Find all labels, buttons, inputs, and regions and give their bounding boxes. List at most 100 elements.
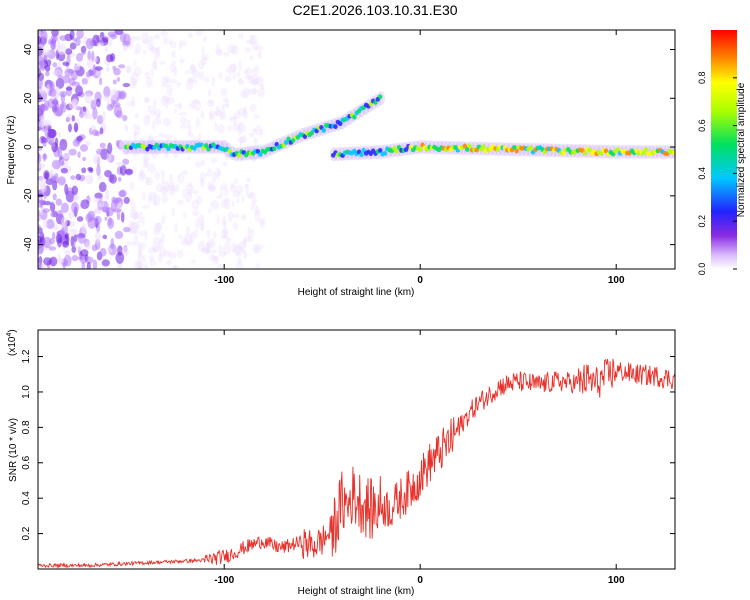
spectrogram-noise-blob bbox=[74, 64, 81, 71]
spectrogram-noise-blob bbox=[109, 174, 117, 184]
spectrogram-noise-blob bbox=[44, 123, 49, 134]
spectrogram-noise-blob bbox=[168, 173, 174, 184]
spectrogram-noise-blob bbox=[158, 132, 167, 138]
spectrogram-noise-blob bbox=[125, 168, 133, 175]
spectrogram-noise-blob bbox=[94, 208, 100, 214]
spectrogram-noise-blob bbox=[131, 165, 137, 174]
spectrogram-noise-blob bbox=[75, 85, 84, 97]
spectrogram-noise-blob bbox=[200, 110, 205, 120]
spectrogram-noise-blob bbox=[218, 251, 227, 258]
spectrogram-noise-blob bbox=[149, 254, 155, 262]
spectrogram-ridge-core bbox=[206, 146, 211, 152]
spectrogram-noise-blob bbox=[207, 99, 214, 105]
spectrogram-noise-blob bbox=[76, 30, 84, 39]
spectrogram-axes: -100 0 100 -40 -20 0 20 40 bbox=[23, 30, 675, 286]
spectrogram-noise-blob bbox=[248, 88, 258, 95]
spectrogram-noise-blob bbox=[223, 150, 230, 161]
spectrogram-noise-blob bbox=[192, 209, 200, 217]
spectrogram-noise-blob bbox=[197, 214, 205, 226]
snr-multiplier: (x104) bbox=[6, 329, 18, 356]
spectrogram-noise-blob bbox=[42, 49, 52, 56]
spectrogram-noise-blob bbox=[38, 110, 41, 118]
spectrogram-noise-blob bbox=[122, 226, 131, 233]
spectrogram-noise-blob bbox=[214, 109, 223, 117]
spectrogram-noise-blob bbox=[259, 219, 265, 229]
spectrogram-noise-blob bbox=[202, 35, 207, 44]
spectrogram-noise-blob bbox=[96, 114, 104, 125]
spectrogram-noise-blob bbox=[85, 213, 94, 223]
spectrogram-noise-blob bbox=[211, 75, 216, 88]
spectrogram-noise-blob bbox=[228, 69, 234, 76]
spectrogram-noise-blob bbox=[162, 117, 172, 127]
spectrogram-noise-blob bbox=[75, 244, 83, 251]
spectrogram-noise-blob bbox=[179, 58, 186, 64]
spectrogram-noise-blob bbox=[125, 101, 135, 106]
spectrogram-noise-blob bbox=[106, 103, 114, 111]
spectrogram-noise-blob bbox=[210, 199, 219, 211]
spectrogram-noise-blob bbox=[104, 216, 108, 221]
spectrogram-noise-blob bbox=[133, 241, 141, 247]
spectrogram-noise-blob bbox=[253, 137, 258, 149]
spectrogram-noise-blob bbox=[251, 197, 258, 207]
spectrogram-noise-blob bbox=[152, 236, 162, 245]
spectrogram-noise-blob bbox=[253, 114, 260, 120]
spectrogram-noise-blob bbox=[121, 246, 129, 257]
spectrogram-noise-blob bbox=[210, 249, 218, 254]
spectrogram-noise-blob bbox=[123, 33, 131, 46]
spectrogram-ridge-core bbox=[302, 134, 308, 139]
spectrogram-noise-blob bbox=[129, 208, 138, 220]
spectrogram-noise-blob bbox=[180, 116, 188, 125]
spectrogram-noise-blob bbox=[147, 195, 153, 203]
spectrogram-noise-blob bbox=[61, 224, 68, 235]
spectrogram-noise-blob bbox=[152, 200, 158, 206]
spectrogram-noise-blob bbox=[67, 123, 72, 133]
spectrogram-noise-blob bbox=[153, 108, 162, 117]
spectrogram-noise-blob bbox=[149, 110, 157, 116]
spectrogram-noise-blob bbox=[233, 111, 241, 120]
spectrogram-noise-blob bbox=[252, 243, 260, 254]
spectrogram-noise-blob bbox=[64, 183, 69, 196]
colorbar-gradient bbox=[711, 30, 737, 269]
spectrogram-noise-blob bbox=[182, 188, 186, 198]
colorbar-tick-label: 0.8 bbox=[697, 72, 707, 85]
spectrogram-noise-blob bbox=[232, 122, 240, 132]
spectrogram-noise-blob bbox=[66, 113, 72, 123]
spectrogram-noise-blob bbox=[251, 40, 259, 51]
spectrogram-noise-blob bbox=[162, 37, 169, 45]
spectrogram-noise-blob bbox=[211, 255, 219, 260]
spectrogram-noise-blob bbox=[52, 69, 62, 77]
spectrogram-noise-blob bbox=[148, 247, 156, 254]
spectrogram-noise-blob bbox=[50, 177, 57, 187]
spectrogram-noise-blob bbox=[105, 66, 110, 73]
spectrogram-noise-blob bbox=[171, 60, 176, 65]
spectrogram-noise-blob bbox=[57, 131, 62, 138]
spectrogram-noise-blob bbox=[154, 116, 162, 126]
spectrogram-noise-blob bbox=[103, 95, 108, 101]
colorbar-label: Normalized spectral amplitude bbox=[736, 82, 747, 217]
spectrogram-noise-blob bbox=[130, 96, 136, 108]
spectrogram-noise-blob bbox=[71, 115, 76, 122]
snr-ytick-label: 0.6 bbox=[21, 455, 32, 469]
spectrogram-noise-blob bbox=[102, 234, 108, 240]
spectrogram-ridge-core bbox=[467, 143, 472, 149]
spectrogram-ridge-core bbox=[672, 150, 675, 156]
spectrogram-noise-blob bbox=[43, 170, 50, 180]
spectrogram-noise-blob bbox=[179, 101, 183, 110]
spectrogram-noise-blob bbox=[184, 239, 194, 247]
spectrogram-noise-blob bbox=[222, 161, 228, 167]
spectrogram-noise-blob bbox=[68, 148, 77, 156]
spectrogram-noise-blob bbox=[147, 41, 155, 52]
spectrogram-noise-blob bbox=[131, 147, 140, 157]
spectrogram-noise-blob bbox=[215, 105, 221, 116]
spectrogram-noise-blob bbox=[199, 181, 206, 188]
spectrogram-noise-blob bbox=[179, 124, 188, 130]
spectrogram-ridge-core bbox=[359, 152, 364, 158]
spectrogram-noise-blob bbox=[61, 153, 71, 159]
spectrogram-noise-blob bbox=[248, 132, 255, 138]
spectrogram-noise-blob bbox=[113, 102, 121, 108]
spectrogram-noise-blob bbox=[237, 122, 247, 133]
spectrogram-noise-blob bbox=[221, 227, 229, 238]
spectrogram-noise-blob bbox=[154, 151, 161, 157]
spectrogram-noise-blob bbox=[207, 88, 212, 97]
spectrogram-noise-blob bbox=[118, 140, 126, 149]
